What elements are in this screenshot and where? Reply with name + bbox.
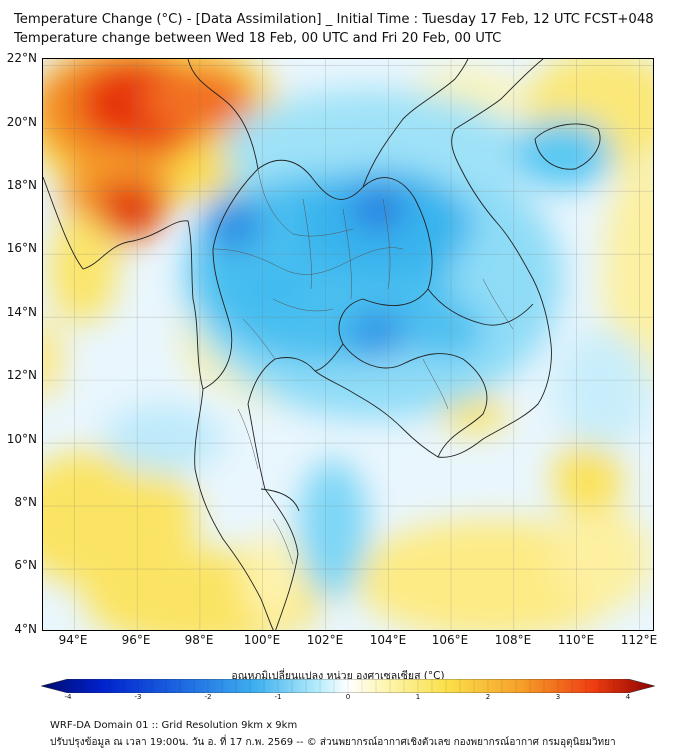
colorbar [41,679,655,693]
lon-label-110e: 110°E [557,633,595,647]
footer-credit: ปรับปรุงข้อมูล ณ เวลา 19:00น. วัน อ. ที่… [50,737,616,748]
colorbar-tick-2: 2 [485,693,491,701]
lon-label-94e: 94°E [58,633,88,647]
lat-label-10n: 10°N [6,432,37,446]
colorbar-tick--2: -2 [204,693,212,701]
colorbar-tick-4: 4 [625,693,631,701]
chart-subtitle: Temperature change between Wed 18 Feb, 0… [14,31,502,46]
lon-label-100e: 100°E [243,633,281,647]
colorbar-tick-3: 3 [555,693,561,701]
lon-label-112e: 112°E [620,633,658,647]
lon-label-96e: 96°E [121,633,151,647]
footer-model-info: WRF-DA Domain 01 :: Grid Resolution 9km … [50,720,298,731]
lat-label-12n: 12°N [6,368,37,382]
lon-label-102e: 102°E [306,633,344,647]
colorbar-tick--1: -1 [274,693,282,701]
coastlines-and-borders [43,59,601,630]
temperature-field [43,59,653,630]
chart-title: Temperature Change (°C) - [Data Assimila… [14,12,654,27]
province-borders [212,168,514,565]
lat-label-16n: 16°N [6,241,37,255]
colorbar-tick--4: -4 [64,693,72,701]
lat-label-18n: 18°N [6,178,37,192]
lat-label-22n: 22°N [6,51,37,65]
colorbar-tick-0: 0 [345,693,351,701]
colorbar-tick-1: 1 [415,693,421,701]
lat-label-4n: 4°N [14,622,37,636]
colorbar-ramp [41,679,655,693]
lon-label-104e: 104°E [369,633,407,647]
lat-label-20n: 20°N [6,115,37,129]
temperature-change-map[interactable] [42,58,654,631]
lon-label-106e: 106°E [431,633,469,647]
lat-label-6n: 6°N [14,558,37,572]
lat-label-14n: 14°N [6,305,37,319]
lat-label-8n: 8°N [14,495,37,509]
colorbar-tick--3: -3 [134,693,142,701]
graticule [43,59,653,630]
lon-label-108e: 108°E [494,633,532,647]
lon-label-98e: 98°E [184,633,214,647]
